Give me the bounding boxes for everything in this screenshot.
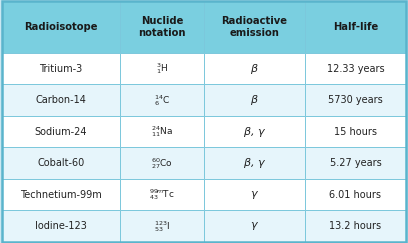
Bar <box>305 147 406 179</box>
Bar <box>2 179 120 210</box>
Text: Cobalt-60: Cobalt-60 <box>38 158 85 168</box>
Text: 12.33 years: 12.33 years <box>327 64 384 74</box>
Bar <box>120 84 204 116</box>
Bar <box>305 1 406 53</box>
Bar <box>2 84 120 116</box>
Text: 13.2 hours: 13.2 hours <box>329 221 381 231</box>
Text: $^{3}_{1}$H: $^{3}_{1}$H <box>156 61 168 76</box>
Text: Iodine-123: Iodine-123 <box>35 221 87 231</box>
Text: $^{24}_{11}$Na: $^{24}_{11}$Na <box>151 124 173 139</box>
Text: $\beta$, $\gamma$: $\beta$, $\gamma$ <box>243 125 266 139</box>
Bar <box>120 147 204 179</box>
Text: $\beta$, $\gamma$: $\beta$, $\gamma$ <box>243 156 266 170</box>
Bar <box>204 179 305 210</box>
Bar <box>305 179 406 210</box>
Text: $^{99m}_{43}$Tc: $^{99m}_{43}$Tc <box>149 187 175 202</box>
Bar <box>120 53 204 84</box>
Bar <box>204 210 305 242</box>
Bar <box>2 1 120 53</box>
Bar <box>120 116 204 147</box>
Bar <box>305 53 406 84</box>
Bar <box>204 53 305 84</box>
Bar <box>2 53 120 84</box>
Text: Sodium-24: Sodium-24 <box>35 127 87 137</box>
Bar <box>120 1 204 53</box>
Bar <box>2 147 120 179</box>
Bar <box>305 116 406 147</box>
Bar <box>204 1 305 53</box>
Bar <box>120 179 204 210</box>
Text: 6.01 hours: 6.01 hours <box>330 190 381 200</box>
Text: 15 hours: 15 hours <box>334 127 377 137</box>
Text: $\beta$: $\beta$ <box>250 62 259 76</box>
Text: Radioactive
emission: Radioactive emission <box>222 16 288 38</box>
Text: 5.27 years: 5.27 years <box>330 158 381 168</box>
Text: Technetium-99m: Technetium-99m <box>20 190 102 200</box>
Text: Half-life: Half-life <box>333 22 378 32</box>
Text: Nuclide
notation: Nuclide notation <box>138 16 186 38</box>
Bar <box>204 84 305 116</box>
Bar <box>2 116 120 147</box>
Text: $^{14}_{6}$C: $^{14}_{6}$C <box>154 93 170 108</box>
Bar <box>204 116 305 147</box>
Text: Carbon-14: Carbon-14 <box>35 95 86 105</box>
Text: Radioisotope: Radioisotope <box>24 22 98 32</box>
Text: Tritium-3: Tritium-3 <box>40 64 83 74</box>
Bar <box>2 210 120 242</box>
Text: 5730 years: 5730 years <box>328 95 383 105</box>
Bar <box>120 210 204 242</box>
Bar <box>305 84 406 116</box>
Bar <box>305 210 406 242</box>
Text: $\gamma$: $\gamma$ <box>250 189 259 200</box>
Text: $^{123}_{53}$I: $^{123}_{53}$I <box>154 219 170 234</box>
Text: $\beta$: $\beta$ <box>250 93 259 107</box>
Text: $^{60}_{27}$Co: $^{60}_{27}$Co <box>151 156 173 171</box>
Bar <box>204 147 305 179</box>
Text: $\gamma$: $\gamma$ <box>250 220 259 232</box>
